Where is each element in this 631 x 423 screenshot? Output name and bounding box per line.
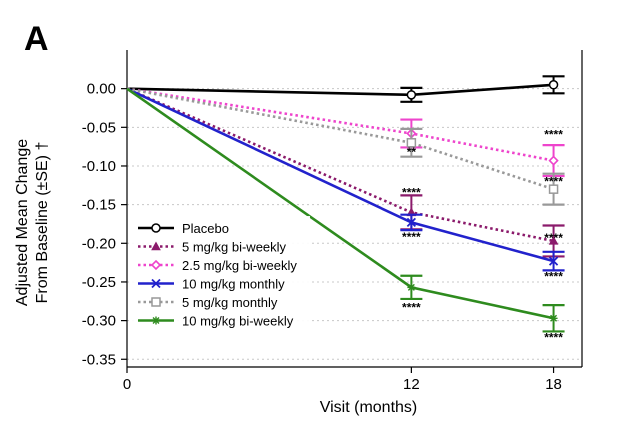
series-marker <box>407 283 416 292</box>
legend-entry: 2.5 mg/kg bi-weekly <box>138 258 297 273</box>
y-axis-title-line: From Baseline (±SE) † <box>34 142 51 304</box>
significance-label: ** <box>407 145 417 159</box>
legend-background <box>132 216 310 333</box>
panel-label: A <box>24 20 49 58</box>
legend-entry: 5 mg/kg bi-weekly <box>138 240 287 255</box>
series-placebo <box>126 75 565 103</box>
x-tick-label: 18 <box>545 376 562 393</box>
series-line <box>126 87 554 162</box>
series-marker <box>548 184 559 194</box>
legend-label: 10 mg/kg monthly <box>182 277 285 292</box>
y-tick-label: -0.10 <box>82 158 116 175</box>
legend-entry: 10 mg/kg monthly <box>138 277 285 292</box>
series-marker <box>151 223 161 233</box>
series-10-mg-kg-bi-weekly <box>126 87 565 333</box>
legend-label: Placebo <box>182 221 229 236</box>
y-tick-label: -0.15 <box>82 197 116 214</box>
x-tick-label: 12 <box>403 376 420 393</box>
series-marker <box>406 217 417 228</box>
series-marker <box>406 138 417 148</box>
significance-label: **** <box>544 231 563 245</box>
y-tick-label: -0.05 <box>82 119 116 136</box>
series-5-mg-kg-monthly <box>126 87 565 206</box>
significance-label: **** <box>402 300 421 314</box>
y-tick-label: -0.25 <box>82 274 116 291</box>
legend-label: 10 mg/kg bi-weekly <box>182 314 294 329</box>
chart-legend: Placebo 5 mg/kg bi-weekly 2.5 mg/kg bi-wee… <box>132 216 310 333</box>
significance-label: **** <box>544 127 563 141</box>
significance-label: **** <box>544 174 563 188</box>
series-marker <box>548 155 559 166</box>
series-marker <box>406 90 417 100</box>
y-tick-label: -0.20 <box>82 235 116 252</box>
series-marker <box>151 278 161 289</box>
y-tick-label: -0.35 <box>82 351 116 368</box>
y-tick-label: -0.30 <box>82 313 116 330</box>
series-10-mg-kg-monthly <box>126 87 565 272</box>
chart-annotations: ********************************** <box>402 127 563 344</box>
legend-label: 5 mg/kg bi-weekly <box>182 240 287 255</box>
series-marker <box>152 316 160 325</box>
x-tick-label: 0 <box>123 376 131 393</box>
chart-axes: 0.00 -0.05 -0.10 -0.15 -0.20 -0.25 -0.30 -0.35 0… <box>14 50 583 416</box>
significance-label: **** <box>544 270 563 284</box>
series-marker <box>548 256 559 266</box>
x-axis-title: Visit (months) <box>320 399 418 416</box>
legend-label: 5 mg/kg monthly <box>182 295 278 310</box>
series-marker <box>151 241 161 251</box>
series-marker <box>548 80 559 90</box>
legend-entry: 5 mg/kg monthly <box>138 295 278 310</box>
series-marker <box>151 297 161 307</box>
series-marker <box>549 314 558 323</box>
legend-entry: Placebo <box>138 221 229 236</box>
chart-series <box>126 75 565 333</box>
series-marker <box>548 235 559 245</box>
significance-label: **** <box>402 185 421 199</box>
y-tick-label: 0.00 <box>87 81 116 98</box>
significance-label: **** <box>544 331 563 345</box>
y-axis-title-line: Adjusted Mean Change <box>14 139 31 306</box>
significance-label: **** <box>402 230 421 244</box>
series-line <box>126 83 554 97</box>
series-line <box>126 87 554 191</box>
legend-label: 2.5 mg/kg bi-weekly <box>182 258 297 273</box>
legend-entry: 10 mg/kg bi-weekly <box>138 314 294 329</box>
series-marker <box>150 259 162 271</box>
